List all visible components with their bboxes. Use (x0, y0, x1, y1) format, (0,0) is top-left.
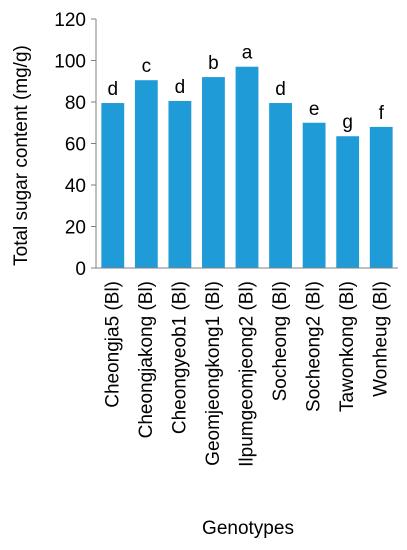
axes-group (95, 19, 398, 269)
x-category-label: Cheongja5 (Bl) (102, 281, 123, 408)
significance-letter: a (242, 43, 253, 64)
significance-letter: b (208, 53, 219, 74)
x-category-label: Socheong2 (Bl) (304, 281, 325, 412)
bar-6 (269, 103, 292, 268)
bar-9 (369, 126, 393, 269)
x-category-label: Wonheug (Bl) (371, 281, 392, 397)
significance-letter: f (379, 103, 385, 124)
y-tick-label: 60 (65, 135, 86, 156)
y-tick-label: 0 (75, 259, 86, 280)
x-axis-title: Genotypes (202, 518, 294, 539)
significance-letter: c (142, 56, 152, 77)
y-ticks-group: 0 20 40 60 80 100 120 (54, 10, 96, 280)
bars-group (101, 66, 393, 269)
significance-letters-group: d c d b a d e g f (107, 43, 384, 134)
bar-1 (101, 103, 125, 268)
bar-5 (235, 66, 259, 268)
x-category-label: Socheong (Bl) (270, 281, 291, 401)
significance-letter: d (107, 79, 118, 100)
significance-letter: d (275, 79, 286, 100)
y-tick-label: 20 (65, 218, 86, 239)
x-category-labels-group: Cheongja5 (Bl) Cheongjakong (Bl) Cheongyeo… (102, 281, 391, 467)
bar-4 (202, 77, 225, 268)
y-tick-label: 40 (65, 176, 86, 197)
significance-letter: d (175, 77, 186, 98)
bar-2 (134, 80, 158, 269)
y-axis-title: Total sugar content (mg/g) (11, 45, 32, 266)
bar-8 (336, 136, 360, 268)
x-category-label: Ilpumgeomjeong2 (Bl) (237, 281, 258, 467)
y-tick-label: 120 (54, 10, 86, 31)
bar-7 (302, 122, 326, 268)
y-tick-label: 100 (54, 52, 86, 73)
x-category-label: Cheongjakong (Bl) (136, 281, 157, 438)
y-axis-title-group: Total sugar content (mg/g) (11, 45, 32, 266)
y-tick-label: 80 (65, 93, 86, 114)
significance-letter: e (309, 99, 320, 120)
x-category-label: Tawonkong (Bl) (337, 281, 358, 412)
x-category-label: Cheongyeob1 (Bl) (169, 281, 190, 434)
significance-letter: g (342, 112, 353, 133)
x-category-label: Geomjeongkong1 (Bl) (203, 281, 224, 466)
bar-3 (168, 100, 192, 269)
